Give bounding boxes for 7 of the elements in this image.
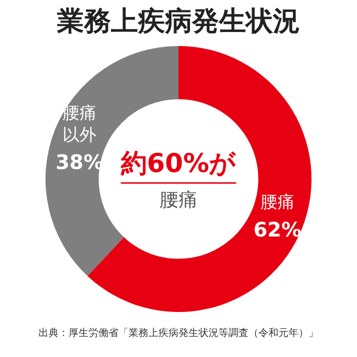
slice-label: 腰痛 [160,188,198,211]
data-label: 38% [56,150,104,174]
text: 約60%が [120,148,238,179]
source-note: 出典：厚生労働省「業務上疾病発生状況等調査（令和元年）」 [38,326,320,340]
slice-label: 腰痛 [260,192,294,213]
data-label: 62% [253,217,302,242]
chart-title: 業務上疾病発生状況 [56,5,301,39]
